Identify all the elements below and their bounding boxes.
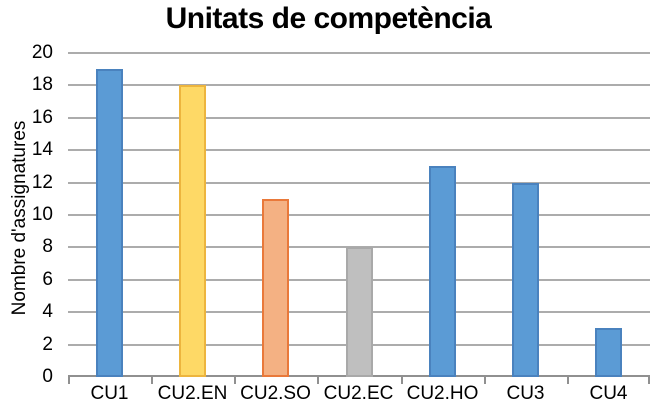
bar-CU2.EN [179, 85, 206, 377]
x-tick-label: CU2.HO [406, 383, 479, 404]
x-tick-label: CU2.EN [157, 383, 228, 404]
x-axis-tick [401, 377, 403, 384]
gridline [68, 149, 650, 151]
x-axis-tick [484, 377, 486, 384]
y-tick-label: 12 [31, 172, 53, 193]
bar-CU2.SO [262, 199, 289, 377]
x-tick-label: CU2.SO [240, 383, 311, 404]
x-axis-tick [648, 377, 650, 384]
x-axis-tick [151, 377, 153, 384]
y-tick-label: 18 [31, 74, 53, 95]
x-tick-label: CU2.EC [323, 383, 394, 404]
bar-CU2.HO [429, 166, 456, 377]
y-tick-label: 4 [42, 301, 53, 322]
gridline [68, 182, 650, 184]
plot-area [68, 52, 650, 384]
x-axis-labels: CU1 CU2.EN CU2.SO CU2.EC CU2.HO CU3 CU4 [68, 383, 650, 409]
chart-title: Unitats de competència [165, 2, 492, 35]
gridline [68, 52, 650, 54]
x-tick-label: CU4 [589, 383, 628, 404]
y-tick-label: 2 [42, 334, 53, 355]
y-tick-label: 8 [42, 236, 53, 257]
bar-CU2.EC [346, 247, 373, 377]
x-axis-tick [317, 377, 319, 384]
gridline [68, 84, 650, 86]
x-tick-label: CU3 [506, 383, 545, 404]
x-tick-label: CU1 [90, 383, 129, 404]
gridline [68, 214, 650, 216]
y-tick-label: 20 [31, 42, 53, 63]
x-axis-tick [567, 377, 569, 384]
y-tick-label: 16 [31, 107, 53, 128]
y-tick-label: 6 [42, 269, 53, 290]
bar-CU3 [512, 183, 539, 377]
y-tick-label: 14 [31, 139, 53, 160]
bar-CU4 [595, 328, 622, 377]
x-axis-tick [68, 377, 70, 384]
bar-CU1 [96, 69, 123, 377]
y-tick-label: 0 [42, 366, 53, 387]
x-axis-tick [234, 377, 236, 384]
y-axis-tick-labels: 0 2 4 6 8 10 12 14 16 18 20 [0, 42, 53, 387]
y-tick-label: 10 [31, 204, 53, 225]
gridline [68, 117, 650, 119]
